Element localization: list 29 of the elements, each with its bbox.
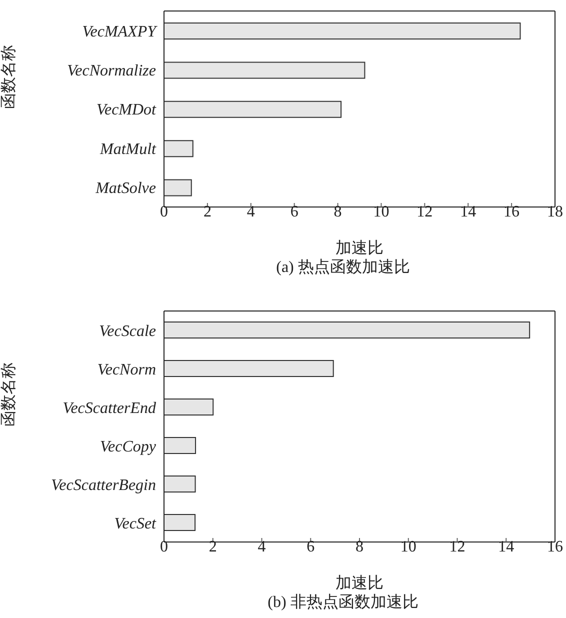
bar: [164, 179, 192, 196]
text: (a) 热点函数加速比: [275, 258, 411, 278]
x-axis-title: 加速比: [336, 239, 384, 257]
x-tick-label: 18: [547, 203, 563, 220]
y-tick-label: MatSolve: [94, 180, 156, 198]
y-tick-label: VecScatterBegin: [51, 476, 156, 494]
bar: [164, 398, 214, 416]
y-tick-label: VecScale: [99, 322, 156, 340]
y-tick-label: VecMDot: [96, 102, 157, 119]
bar: [164, 100, 342, 118]
bar: [164, 322, 530, 338]
y-axis-title: 函数名称: [0, 362, 18, 426]
bar: [164, 140, 194, 158]
y-tick-label: VecCopy: [100, 438, 157, 456]
text: (b) 非热点函数加速比: [266, 592, 420, 613]
bar: [164, 22, 521, 40]
bar: [164, 476, 196, 492]
bar: [164, 514, 196, 531]
y-tick-label: VecNorm: [97, 361, 156, 378]
bar: [164, 437, 196, 454]
y-tick-label: VecSet: [114, 515, 157, 532]
y-tick-label: VecNormalize: [67, 62, 156, 80]
y-tick-label: VecScatterEnd: [62, 400, 157, 417]
y-tick-label: MatMult: [99, 140, 157, 158]
y-tick-label: VecMAXPY: [82, 23, 158, 40]
bar: [164, 360, 334, 377]
x-axis-title: 加速比: [336, 574, 384, 592]
y-axis-title: 函数名称: [0, 45, 18, 109]
bar: [164, 62, 366, 79]
